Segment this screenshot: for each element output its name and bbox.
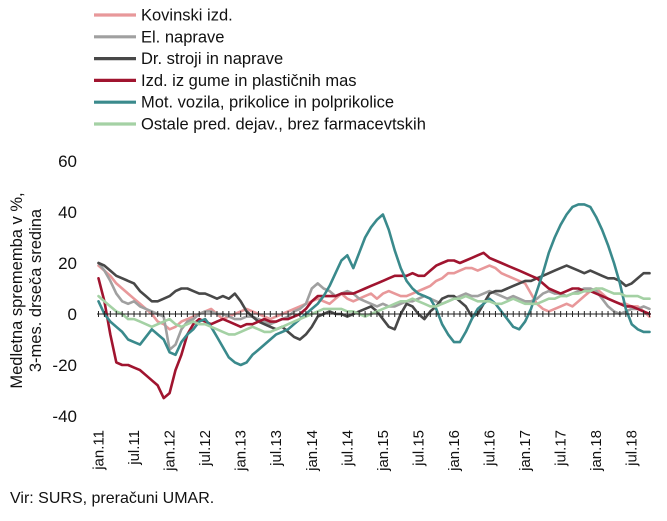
plot-area (97, 203, 651, 400)
x-tick-label: jan.11 (90, 430, 107, 471)
x-tick-label: jan.12 (162, 430, 179, 472)
y-axis-title: Medletna sprememba v %, (8, 192, 26, 388)
series-line (97, 264, 651, 331)
y-tick-label: -20 (52, 356, 77, 375)
x-tick-label: jan.14 (304, 430, 321, 472)
x-tick-label: jan.13 (233, 430, 250, 472)
x-tick-label: jul.17 (553, 430, 570, 467)
legend-label: Ostale pred. dejav., brez farmacevtskih (141, 116, 426, 134)
x-tick-label: jul.18 (624, 430, 641, 467)
series-line (97, 261, 651, 352)
legend: Kovinski izd. El. naprave Dr. stroji in na… (94, 7, 426, 134)
x-tick-label: jul.16 (482, 430, 499, 467)
legend-label: Mot. vozila, prikolice in polprikolice (141, 94, 394, 112)
series-line (97, 261, 651, 341)
y-tick-label: 20 (58, 254, 77, 273)
x-tick-label: jul.15 (410, 430, 427, 467)
y-axis-title: 3-mes. drseča sredina (27, 208, 45, 372)
series-line (97, 203, 651, 367)
legend-label: Izd. iz gume in plastičnih mas (141, 72, 357, 90)
series-line (97, 287, 651, 336)
x-tick-label: jul.11 (126, 430, 143, 466)
x-axis: jan.11 jul.11 jan.12 jul.12 jan.13 jul.13 jan.… (90, 311, 651, 472)
y-axis: -40 -20 0 20 40 60 (52, 152, 77, 426)
legend-label: El. naprave (141, 28, 224, 46)
series-line (97, 251, 651, 400)
x-tick-label: jul.12 (197, 430, 214, 467)
legend-label: Kovinski izd. (141, 7, 233, 25)
y-tick-label: -40 (52, 407, 77, 426)
y-tick-label: 60 (58, 152, 77, 171)
x-tick-label: jan.15 (375, 430, 392, 472)
y-tick-label: 0 (68, 305, 77, 324)
x-tick-label: jul.13 (268, 430, 285, 467)
y-tick-label: 40 (58, 203, 77, 222)
x-tick-label: jan.18 (588, 430, 605, 472)
x-tick-label: jan.16 (446, 430, 463, 472)
y-axis-label: Medletna sprememba v %, 3-mes. drseča sre… (8, 192, 45, 388)
source-note: Vir: SURS, preračuni UMAR. (10, 490, 215, 507)
x-tick-label: jul.14 (339, 430, 356, 467)
legend-label: Dr. stroji in naprave (141, 50, 283, 68)
x-tick-label: jan.17 (517, 430, 534, 472)
